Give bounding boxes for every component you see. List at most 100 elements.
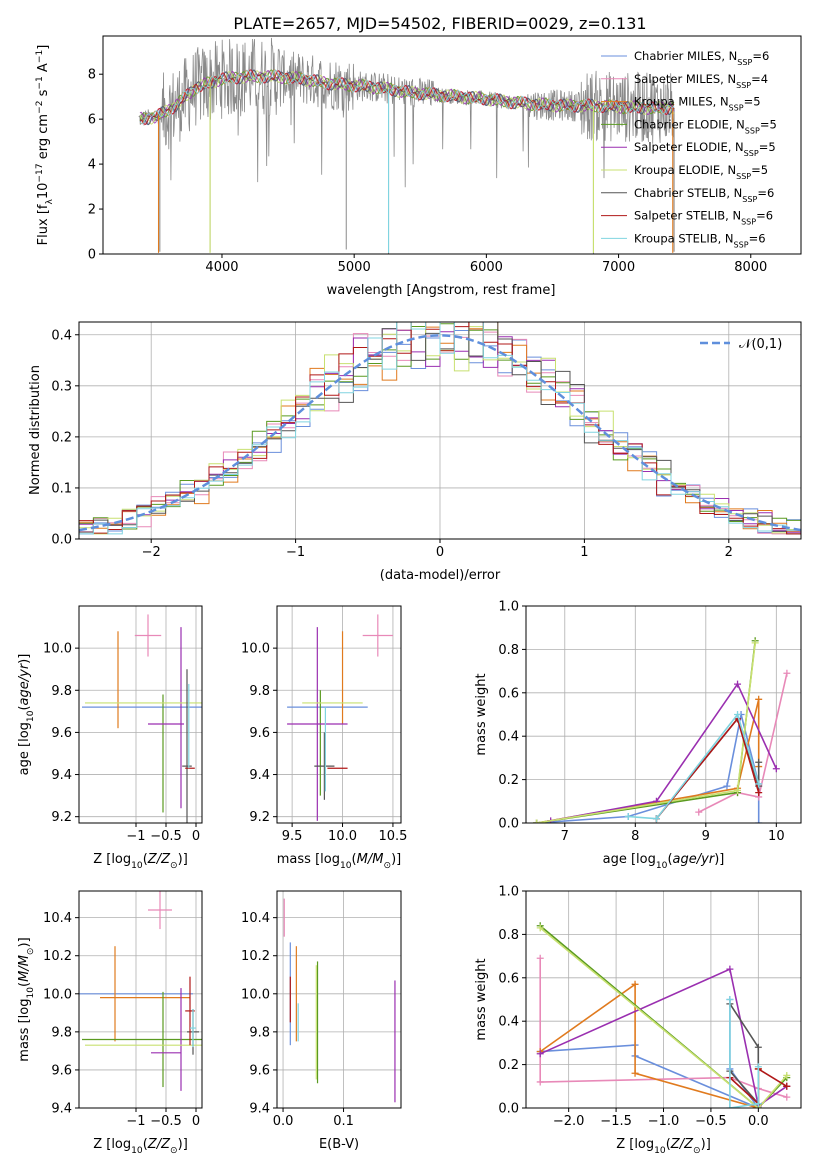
weight-marker bbox=[536, 924, 544, 932]
tick-label-y: 10.0 bbox=[43, 987, 72, 1002]
ylabel-text: age [log10(age/yr)] bbox=[17, 654, 36, 776]
axis-ylabel: mass weight bbox=[474, 673, 489, 755]
tick-label-x: −1.0 bbox=[648, 1114, 680, 1129]
legend-entry: Kroupa STELIB, NSSP=6 bbox=[634, 231, 766, 249]
tick-label-x: 0 bbox=[192, 829, 200, 844]
legend-entry: Chabrier ELODIE, NSSP=5 bbox=[634, 117, 777, 135]
label-part: erg cm bbox=[36, 114, 51, 163]
plot-spectrum: 4000 5000 6000 7000 8000 0 2 4 6 8 Flux [fλ10−17 e… bbox=[35, 35, 802, 298]
tick-label-y: 10.0 bbox=[241, 987, 270, 1002]
tick-label-y: 9.8 bbox=[51, 1025, 72, 1040]
plot-age_vs_Z: −1 −0.5 09.29.49.69.810.0Z [log10(Z/Z⊙)]ag… bbox=[17, 605, 203, 871]
tick-label-y: 9.6 bbox=[249, 1063, 270, 1078]
weight-marker bbox=[734, 680, 742, 688]
tick-label-y: 0.2 bbox=[498, 773, 519, 788]
weight-marker bbox=[754, 1043, 762, 1051]
label-part: 10 bbox=[131, 1146, 143, 1156]
weight-marker bbox=[631, 980, 639, 988]
plot-mass_vs_Z: −1 −0.5 09.49.69.810.010.210.4Z [log10(Z/Z… bbox=[17, 890, 203, 1156]
plot-residuals: −2 −1 0 1 2 0.0 0.1 0.2 0.3 0.4 (data-model)/error… bbox=[28, 321, 802, 583]
label-part: Salpeter MILES, N bbox=[634, 72, 736, 86]
axis-xlabel: Z [log10(Z/Z⊙)] bbox=[93, 852, 188, 871]
weight-marker bbox=[772, 765, 780, 773]
label-part: −1 bbox=[35, 76, 45, 89]
tick-label-x: 1 bbox=[580, 545, 588, 560]
axis-xlabel: age [log10(age/yr)] bbox=[603, 852, 725, 871]
legend-entry: Kroupa MILES, NSSP=5 bbox=[634, 95, 761, 113]
label-part: Z [log bbox=[616, 1137, 654, 1152]
tick-label-y: 10.0 bbox=[43, 642, 72, 657]
label-part: Z/Z bbox=[670, 1137, 694, 1152]
tick-label-y: 9.4 bbox=[51, 1102, 72, 1117]
tick-label-y: 0.0 bbox=[51, 533, 72, 548]
label-part: ⊙ bbox=[693, 1146, 701, 1156]
axis-xlabel: Z [log10(Z/Z⊙)] bbox=[93, 1137, 188, 1156]
weight-marker bbox=[726, 1104, 734, 1108]
label-part: )] bbox=[178, 852, 188, 867]
model-line bbox=[139, 69, 675, 126]
label-part: ( bbox=[666, 1137, 671, 1152]
histogram-step bbox=[79, 322, 801, 535]
tick-label-y: 0.8 bbox=[498, 643, 519, 658]
tick-label-y: 10.0 bbox=[241, 642, 270, 657]
label-part: )] bbox=[17, 937, 32, 947]
weight-marker bbox=[536, 1078, 544, 1086]
weight-marker bbox=[755, 819, 763, 823]
label-part: 10 bbox=[26, 710, 36, 722]
tick-label-y: 9.6 bbox=[51, 726, 72, 741]
label-part: 10 bbox=[131, 861, 143, 871]
axis-xlabel: E(B-V) bbox=[319, 1137, 359, 1152]
label-part: SSP bbox=[734, 240, 749, 249]
plot-area bbox=[79, 322, 801, 539]
tick-label-x: 10.5 bbox=[378, 829, 407, 844]
legend-entry: Salpeter ELODIE, NSSP=5 bbox=[634, 140, 776, 158]
tick-label-x: −1.5 bbox=[600, 1114, 632, 1129]
label-part: =6 bbox=[756, 209, 773, 223]
tick-label-y: 0.4 bbox=[51, 328, 72, 343]
label-part: SSP bbox=[741, 217, 756, 226]
label-part: mass [log bbox=[17, 999, 32, 1062]
label-part: Chabrier STELIB, N bbox=[634, 186, 742, 200]
tick-label-y: 1.0 bbox=[498, 600, 519, 615]
weight-marker bbox=[751, 639, 759, 647]
label-part: =6 bbox=[752, 49, 769, 63]
tick-label-y: 0.2 bbox=[51, 430, 72, 445]
label-part: SSP bbox=[736, 172, 751, 181]
legend-entry: 𝒩(0,1) bbox=[739, 337, 782, 352]
tick-label-x: 0.0 bbox=[748, 1114, 769, 1129]
weight-marker bbox=[695, 808, 703, 816]
tick-label-y: 8 bbox=[88, 68, 96, 83]
tick-label-x: 5000 bbox=[338, 260, 371, 275]
label-part: ( bbox=[143, 852, 148, 867]
axis-xlabel: wavelength [Angstrom, rest frame] bbox=[327, 283, 556, 298]
weight-marker bbox=[726, 965, 734, 973]
weight-marker bbox=[734, 711, 742, 718]
label-part: Flux [f bbox=[36, 204, 51, 245]
tick-label-y: 0.4 bbox=[498, 730, 519, 745]
label-part: mass [log bbox=[277, 852, 340, 867]
tick-label-x: −0.5 bbox=[695, 1114, 727, 1129]
tick-label-x: 6000 bbox=[470, 260, 503, 275]
label-part: ⊙ bbox=[170, 861, 178, 871]
tick-label-y: 0.1 bbox=[51, 481, 72, 496]
label-part: )] bbox=[178, 1137, 188, 1152]
plot-age_vs_mass: 9.5 10.0 10.5 9.2 9.4 9.6 9.8 10.0 mass [log10(M… bbox=[241, 605, 407, 871]
label-part: Z/Z bbox=[147, 1137, 171, 1152]
label-part: )] bbox=[701, 1137, 711, 1152]
legend-entry: Salpeter MILES, NSSP=4 bbox=[634, 72, 768, 90]
weight-line bbox=[539, 967, 788, 1108]
label-part: age [log bbox=[17, 722, 32, 775]
label-part: 10 bbox=[36, 183, 51, 200]
tick-label-y: 2 bbox=[88, 203, 96, 218]
tick-label-y: 9.4 bbox=[249, 768, 270, 783]
plot-area bbox=[138, 37, 675, 254]
label-part: ( bbox=[17, 982, 32, 987]
weight-line bbox=[550, 682, 778, 822]
tick-label-x: −0.5 bbox=[150, 829, 182, 844]
label-part: =6 bbox=[757, 186, 774, 200]
tick-label-y: 10.4 bbox=[241, 911, 270, 926]
weight-marker bbox=[754, 1100, 762, 1108]
label-part: =4 bbox=[751, 72, 768, 86]
tick-label-x: 0.1 bbox=[333, 1114, 354, 1129]
legend-entry: Kroupa ELODIE, NSSP=5 bbox=[634, 163, 768, 181]
